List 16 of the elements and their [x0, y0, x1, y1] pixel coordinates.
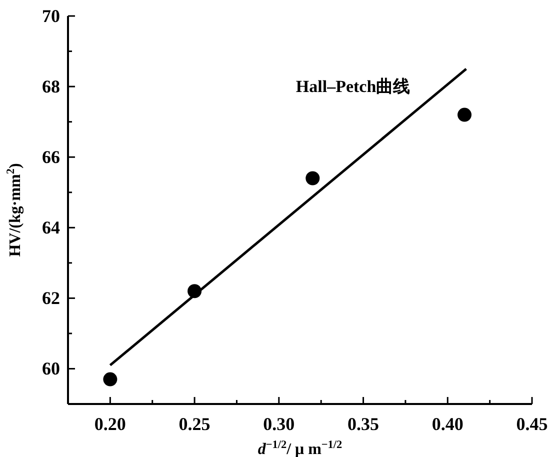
y-tick-label: 68 [42, 76, 60, 97]
point [306, 171, 320, 186]
point [458, 108, 472, 122]
y-tick-label: 66 [42, 147, 60, 168]
y-tick-label: 70 [42, 6, 60, 26]
y-tick-label: 60 [42, 358, 60, 379]
y-tick-label: 64 [42, 218, 60, 238]
x-tick-label: 0.20 [94, 414, 126, 434]
x-tick-label: 0.30 [263, 414, 295, 434]
x-tick-label: 0.40 [432, 414, 464, 434]
x-tick-label: 0.45 [516, 414, 548, 434]
y-tick-label: 62 [42, 288, 60, 308]
series-label: Hall–Petch曲线 [296, 76, 410, 96]
x-tick-label: 0.35 [348, 414, 380, 434]
x-tick-label: 0.25 [178, 414, 210, 434]
point [103, 372, 118, 386]
